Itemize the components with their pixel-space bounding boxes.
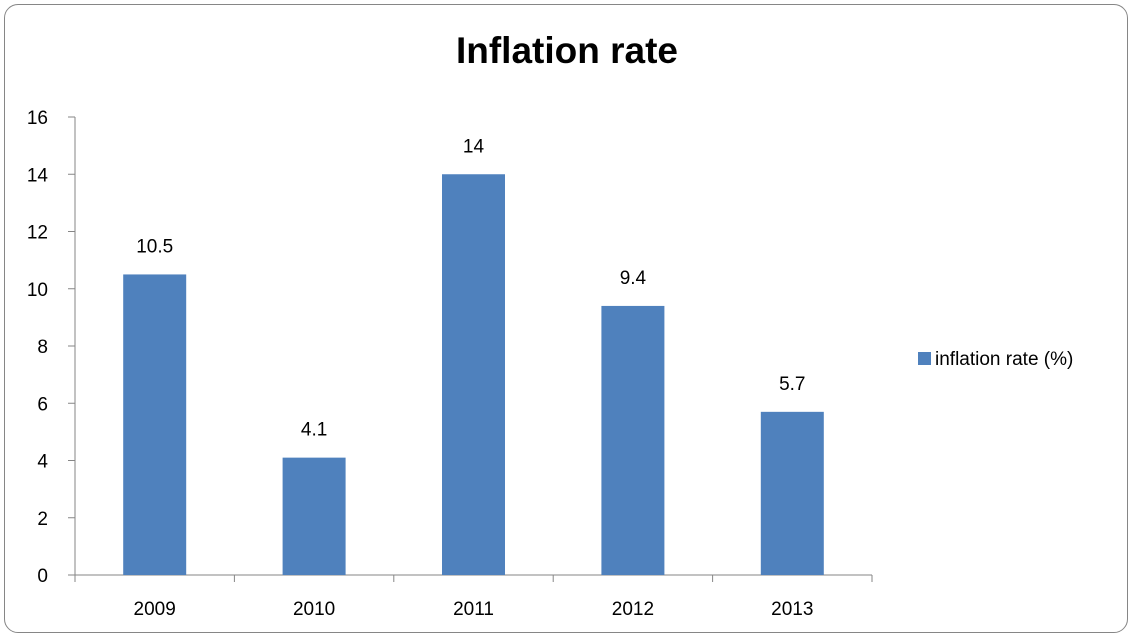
x-tick-label: 2011 [453, 599, 494, 620]
bar [282, 457, 346, 575]
x-tick-label: 2010 [293, 599, 335, 620]
bar [123, 274, 187, 575]
x-tick-label: 2013 [771, 599, 813, 620]
data-label: 14 [463, 136, 485, 157]
bar [601, 305, 665, 575]
legend-label: inflation rate (%) [935, 349, 1073, 370]
legend-swatch [918, 352, 931, 365]
bar [760, 411, 824, 575]
bar [442, 174, 505, 575]
data-label: 5.7 [779, 374, 805, 395]
data-label: 4.1 [301, 420, 327, 441]
y-tick-label: 16 [27, 108, 48, 129]
data-label: 10.5 [136, 236, 173, 257]
y-tick-label: 8 [37, 337, 48, 358]
x-tick-label: 2012 [612, 599, 654, 620]
chart-title: Inflation rate [455, 30, 679, 71]
y-tick-label: 0 [37, 566, 48, 587]
y-tick-label: 6 [37, 394, 48, 415]
y-tick-label: 12 [27, 223, 48, 244]
y-tick-label: 4 [37, 452, 48, 473]
y-tick-label: 2 [37, 509, 48, 530]
y-tick-label: 14 [27, 165, 49, 186]
data-label: 9.4 [620, 268, 647, 289]
y-tick-label: 10 [27, 280, 48, 301]
x-tick-label: 2009 [134, 599, 176, 620]
chart-frame [4, 4, 1128, 633]
